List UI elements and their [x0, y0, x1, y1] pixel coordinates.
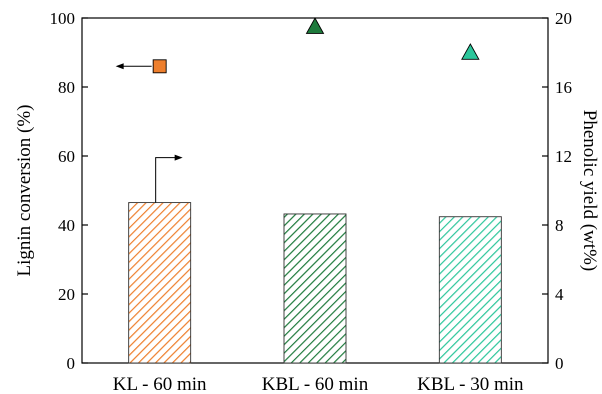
marker-triangle-2	[305, 17, 325, 34]
left-tick-label: 40	[58, 216, 75, 235]
left-tick-label: 20	[58, 285, 75, 304]
bar-series	[128, 202, 502, 364]
marker-series	[152, 17, 480, 74]
left-tick-label: 0	[67, 354, 76, 373]
arrow-left-head	[115, 63, 124, 70]
right-tick-label: 0	[555, 354, 564, 373]
bar-2	[283, 213, 347, 364]
bar-3	[438, 216, 502, 364]
arrow-right-line	[155, 157, 176, 203]
category-labels: KL - 60 min KBL - 60 min KBL - 30 min	[113, 374, 524, 394]
right-axis-ticks: 0 4 8 12 16 20	[542, 9, 572, 373]
annotation-arrows	[115, 63, 183, 203]
left-tick-label: 60	[58, 147, 75, 166]
left-axis-title: Lignin conversion (%)	[14, 104, 35, 276]
right-axis-title: Phenolic yield (wt%)	[579, 110, 600, 271]
marker-triangle-3	[461, 43, 480, 60]
category-label-2: KBL - 60 min	[262, 374, 369, 394]
right-tick-label: 4	[555, 285, 564, 304]
right-tick-label: 20	[555, 9, 572, 28]
arrow-right-head	[174, 154, 183, 161]
category-label-3: KBL - 30 min	[417, 374, 524, 394]
left-axis-ticks: 0 20 40 60 80 100	[50, 9, 88, 373]
right-tick-label: 8	[555, 216, 564, 235]
category-label-1: KL - 60 min	[113, 374, 207, 394]
right-tick-label: 12	[555, 147, 572, 166]
right-tick-label: 16	[555, 78, 572, 97]
left-tick-label: 80	[58, 78, 75, 97]
bar-1	[128, 202, 192, 364]
marker-square-1	[152, 59, 167, 74]
left-tick-label: 100	[50, 9, 76, 28]
